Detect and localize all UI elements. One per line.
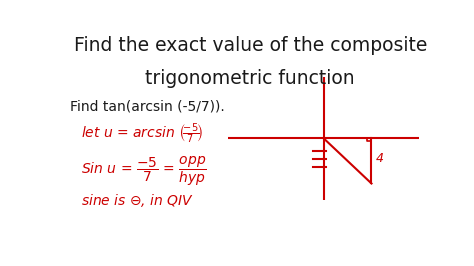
Text: 4: 4 (376, 152, 384, 165)
Text: sine is $\ominus$, in QIV: sine is $\ominus$, in QIV (82, 192, 194, 209)
Text: Find the exact value of the composite: Find the exact value of the composite (73, 36, 427, 55)
Text: let u = arcsin $\left(\!\frac{-5}{7}\!\right)$: let u = arcsin $\left(\!\frac{-5}{7}\!\r… (82, 122, 204, 146)
Text: $\mathit{Sin}$ u = $\dfrac{-5}{7}$ = $\dfrac{opp}{hyp}$: $\mathit{Sin}$ u = $\dfrac{-5}{7}$ = $\d… (82, 155, 207, 188)
Text: Find tan(arcsin (-5/7)).: Find tan(arcsin (-5/7)). (70, 99, 225, 114)
Text: trigonometric function: trigonometric function (146, 69, 355, 88)
